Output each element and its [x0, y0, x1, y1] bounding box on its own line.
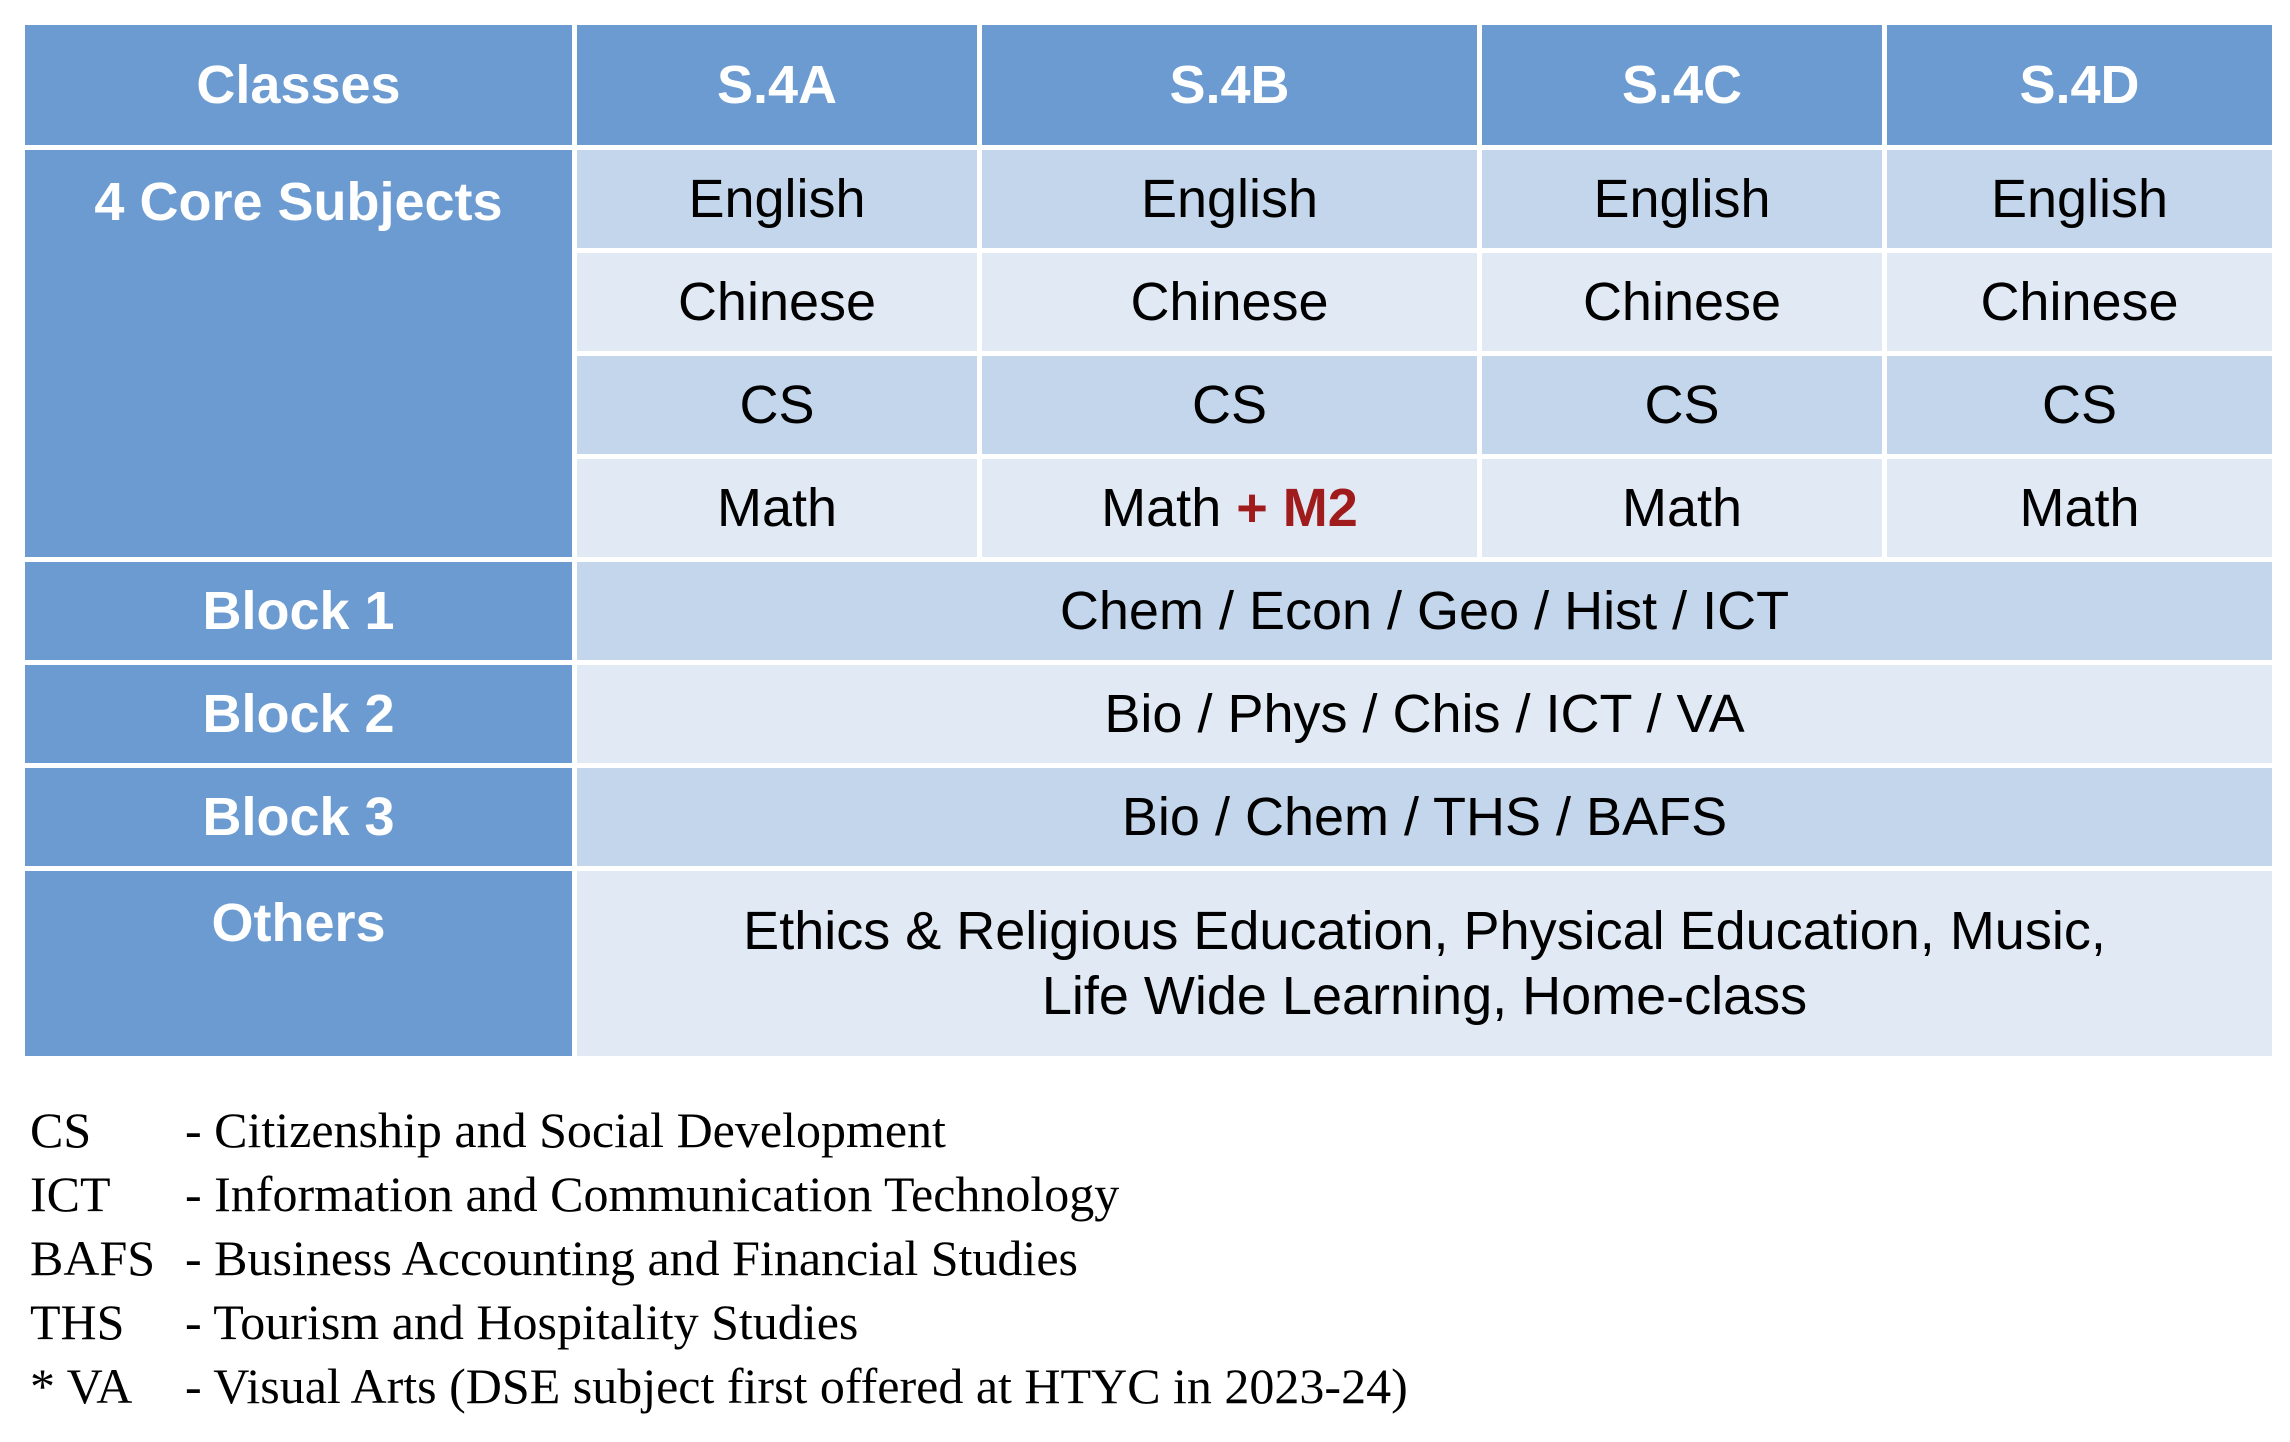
core-row-cs: CS CS CS CS — [23, 351, 2277, 459]
core-cell: English — [1477, 145, 1887, 253]
core-cell: Chinese — [977, 248, 1482, 356]
others-subjects: Ethics & Religious Education, Physical E… — [572, 866, 2277, 1061]
header-class-s4d: S.4D — [1882, 20, 2277, 150]
block-label: Block 2 — [20, 660, 577, 768]
block-row-1: Block 1 Chem / Econ / Geo / Hist / ICT — [20, 557, 2277, 665]
core-row-math: Math Math + M2 Math Math — [23, 454, 2277, 562]
core-row-english: 4 Core Subjects English English English … — [20, 145, 2277, 562]
core-cell: English — [572, 145, 982, 253]
core-row-chinese: Chinese Chinese Chinese Chinese — [23, 248, 2277, 356]
legend-definition: - Citizenship and Social Development — [185, 1102, 946, 1158]
math-label: Math — [1101, 477, 1222, 538]
core-subjects-label: 4 Core Subjects — [20, 145, 577, 562]
block-subjects: Bio / Phys / Chis / ICT / VA — [572, 660, 2277, 768]
block-subjects: Chem / Econ / Geo / Hist / ICT — [572, 557, 2277, 665]
core-cell: English — [1882, 145, 2277, 253]
core-cell-math-m2: Math + M2 — [977, 454, 1482, 562]
legend-definition: - Tourism and Hospitality Studies — [185, 1294, 859, 1350]
legend-item: ICT - Information and Communication Tech… — [30, 1162, 1408, 1226]
legend-abbr: BAFS — [30, 1230, 156, 1286]
others-line-1: Ethics & Religious Education, Physical E… — [743, 900, 2106, 961]
legend-definition: - Information and Communication Technolo… — [185, 1166, 1120, 1222]
header-row: Classes S.4A S.4B S.4C S.4D — [20, 20, 2277, 150]
block-subjects: Bio / Chem / THS / BAFS — [572, 763, 2277, 871]
core-cell: CS — [977, 351, 1482, 459]
legend-abbr: THS — [30, 1294, 125, 1350]
abbreviation-legend: CS - Citizenship and Social Development … — [30, 1098, 1408, 1418]
core-cell: CS — [1477, 351, 1887, 459]
header-class-s4a: S.4A — [572, 20, 982, 150]
core-cell: Math — [572, 454, 982, 562]
core-cell: Chinese — [1882, 248, 2277, 356]
others-row: Others Ethics & Religious Education, Phy… — [20, 866, 2277, 1061]
block-label: Block 1 — [20, 557, 577, 665]
header-class-s4b: S.4B — [977, 20, 1482, 150]
core-cell: Chinese — [1477, 248, 1887, 356]
legend-definition: - Business Accounting and Financial Stud… — [185, 1230, 1078, 1286]
subject-table: Classes S.4A S.4B S.4C S.4D 4 Core Subje… — [20, 20, 2277, 1061]
legend-abbr: * VA — [30, 1358, 133, 1414]
block-row-2: Block 2 Bio / Phys / Chis / ICT / VA — [20, 660, 2277, 768]
legend-item: BAFS - Business Accounting and Financial… — [30, 1226, 1408, 1290]
others-label: Others — [20, 866, 577, 1061]
core-cell: Math — [1882, 454, 2277, 562]
m2-extension: + M2 — [1236, 477, 1358, 538]
legend-item: * VA - Visual Arts (DSE subject first of… — [30, 1354, 1408, 1418]
header-class-s4c: S.4C — [1477, 20, 1887, 150]
core-cell: English — [977, 145, 1482, 253]
others-line-2: Life Wide Learning, Home-class — [1041, 965, 1808, 1026]
legend-definition: - Visual Arts (DSE subject first offered… — [185, 1358, 1408, 1414]
core-cell: CS — [1882, 351, 2277, 459]
header-classes-label: Classes — [20, 20, 577, 150]
core-cell: Math — [1477, 454, 1887, 562]
legend-abbr: ICT — [30, 1166, 111, 1222]
legend-item: CS - Citizenship and Social Development — [30, 1098, 1408, 1162]
legend-item: THS - Tourism and Hospitality Studies — [30, 1290, 1408, 1354]
core-cell: CS — [572, 351, 982, 459]
block-label: Block 3 — [20, 763, 577, 871]
core-cell: Chinese — [572, 248, 982, 356]
legend-abbr: CS — [30, 1102, 92, 1158]
block-row-3: Block 3 Bio / Chem / THS / BAFS — [20, 763, 2277, 871]
